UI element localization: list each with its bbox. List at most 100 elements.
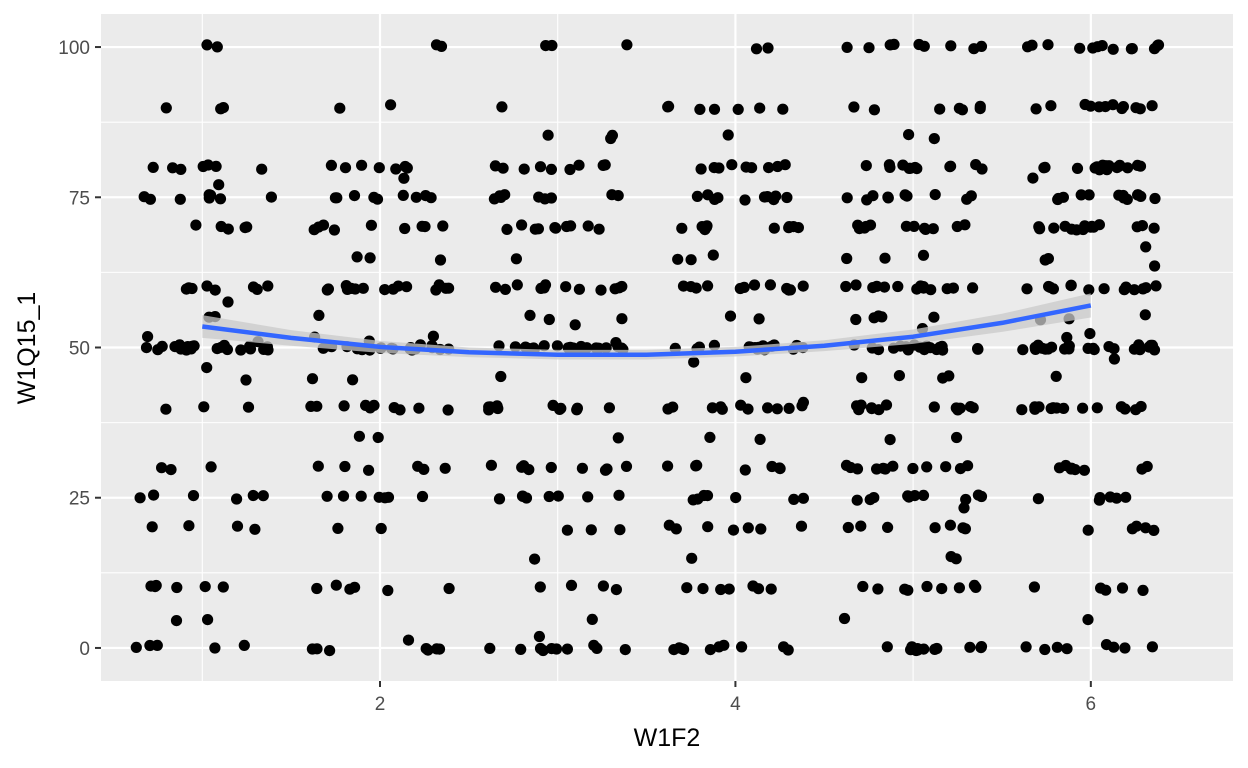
data-point [240,374,252,386]
data-point [543,490,555,503]
data-point [840,459,853,471]
data-point [1061,331,1073,344]
data-point [687,494,699,506]
data-point [134,492,146,504]
data-point [735,399,747,411]
data-point [1032,493,1044,505]
data-point [748,279,761,291]
data-point [968,579,981,592]
data-point [238,639,250,652]
data-point [702,189,714,201]
data-point [1125,43,1137,55]
data-point [550,222,562,234]
data-point [975,642,987,654]
data-point [739,464,751,476]
data-point [620,460,633,472]
data-point [1114,159,1126,171]
data-point [972,343,984,355]
x-axis-title: W1F2 [634,724,701,752]
data-point [940,461,952,473]
data-point [754,433,766,445]
data-point [1135,400,1147,413]
data-point [1134,160,1147,172]
data-point [796,400,808,412]
data-point [355,490,367,502]
data-point [884,161,896,173]
data-point [561,524,574,536]
data-point [545,163,558,175]
data-point [903,491,915,503]
data-point [614,524,626,536]
data-point [439,462,451,474]
data-point [917,489,930,501]
data-point [211,41,223,53]
data-point [1119,642,1131,654]
data-point [573,283,586,295]
data-point [443,582,455,595]
data-point [1130,520,1143,532]
x-tick-label: 4 [730,694,741,715]
data-point [918,344,930,356]
data-point [365,219,377,231]
data-point [953,582,966,594]
data-point [724,310,737,322]
data-point [958,502,970,514]
data-point [765,583,777,595]
data-point [328,224,340,236]
data-point [606,189,618,201]
data-point [339,162,352,174]
data-point [379,284,391,296]
data-point [739,194,751,206]
data-point [339,460,351,473]
data-point [1098,283,1110,295]
data-point [364,252,376,264]
data-point [928,311,940,323]
data-point [856,372,868,384]
data-point [349,581,361,593]
data-point [364,402,376,414]
data-point [941,283,953,295]
data-point [1140,522,1152,534]
data-point [970,159,982,171]
data-point [573,159,585,171]
data-point [217,581,229,593]
data-point [390,163,402,175]
data-point [662,460,674,472]
data-point [373,491,385,503]
data-point [1085,100,1097,112]
data-point [402,634,415,646]
data-point [1118,284,1130,296]
data-point [538,340,550,352]
data-point [928,133,940,145]
data-point [434,254,447,266]
data-point [1050,370,1062,382]
data-point [1074,42,1086,54]
data-point [187,490,200,502]
data-point [1038,162,1050,174]
data-point [965,190,977,202]
data-point [215,341,227,353]
y-tick-label: 25 [69,489,90,510]
data-point [532,223,545,235]
data-point [235,344,247,356]
data-point [848,101,860,113]
data-point [708,103,721,115]
data-point [410,191,422,203]
data-point [597,159,609,171]
data-point [1148,222,1160,234]
data-point [613,489,625,501]
y-axis: 0 25 50 75 100 [58,38,101,660]
data-point [201,39,213,51]
data-point [953,102,966,114]
data-point [1116,582,1129,594]
data-point [401,281,413,293]
data-point [222,296,234,308]
data-point [499,283,511,295]
data-point [351,251,363,263]
data-point [1082,614,1094,626]
data-point [850,279,862,291]
data-point [499,189,511,201]
data-point [130,641,142,654]
data-point [442,404,454,416]
data-point [882,521,894,534]
